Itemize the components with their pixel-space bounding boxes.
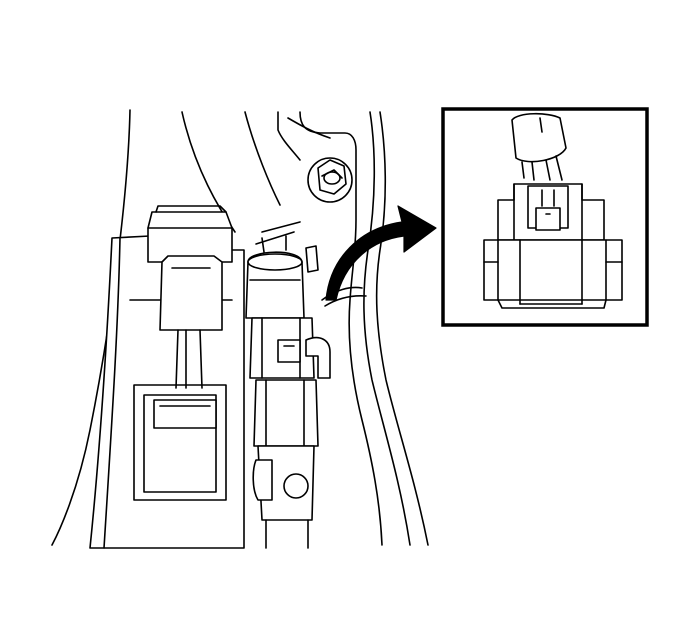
detail-inset — [441, 107, 649, 327]
callout-arrow — [325, 205, 437, 301]
locking-tab-connector — [249, 317, 331, 379]
hex-bolt — [307, 157, 353, 203]
right-bracket — [287, 111, 429, 546]
upper-block-connector — [147, 205, 233, 389]
cylinder-connector — [245, 221, 319, 319]
lower-connector-stack — [252, 379, 319, 549]
